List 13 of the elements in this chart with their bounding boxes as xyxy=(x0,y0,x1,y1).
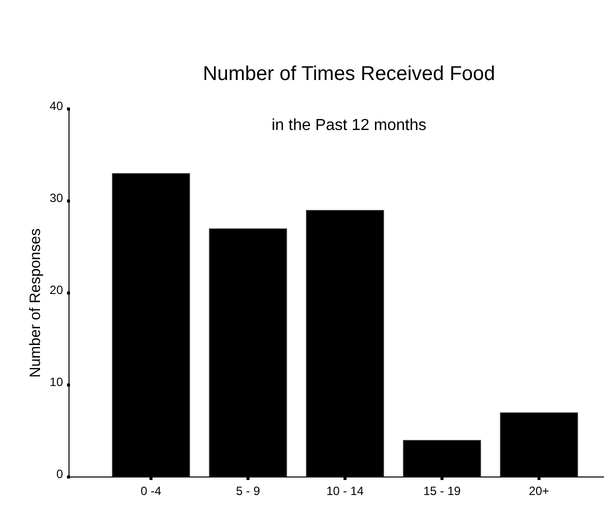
x-tick-label: 15 - 19 xyxy=(423,484,462,498)
y-tick-label: 30 xyxy=(50,191,64,206)
text: in the Past 12 months xyxy=(272,117,426,134)
y-axis-title: Number of Responses xyxy=(27,228,44,378)
x-tick-label: 20+ xyxy=(528,484,550,498)
x-tick-label: 0 -4 xyxy=(140,484,162,498)
y-tick-label: 20 xyxy=(50,283,64,298)
x-tick-label: 10 - 14 xyxy=(326,484,364,498)
chart-title: Number of Times Received Food xyxy=(202,63,496,85)
x-tick-label: 5 - 9 xyxy=(236,484,260,498)
y-tick-label: 40 xyxy=(50,99,64,114)
y-tick-label: 0 xyxy=(56,467,64,482)
y-tick-label: 10 xyxy=(50,375,64,390)
